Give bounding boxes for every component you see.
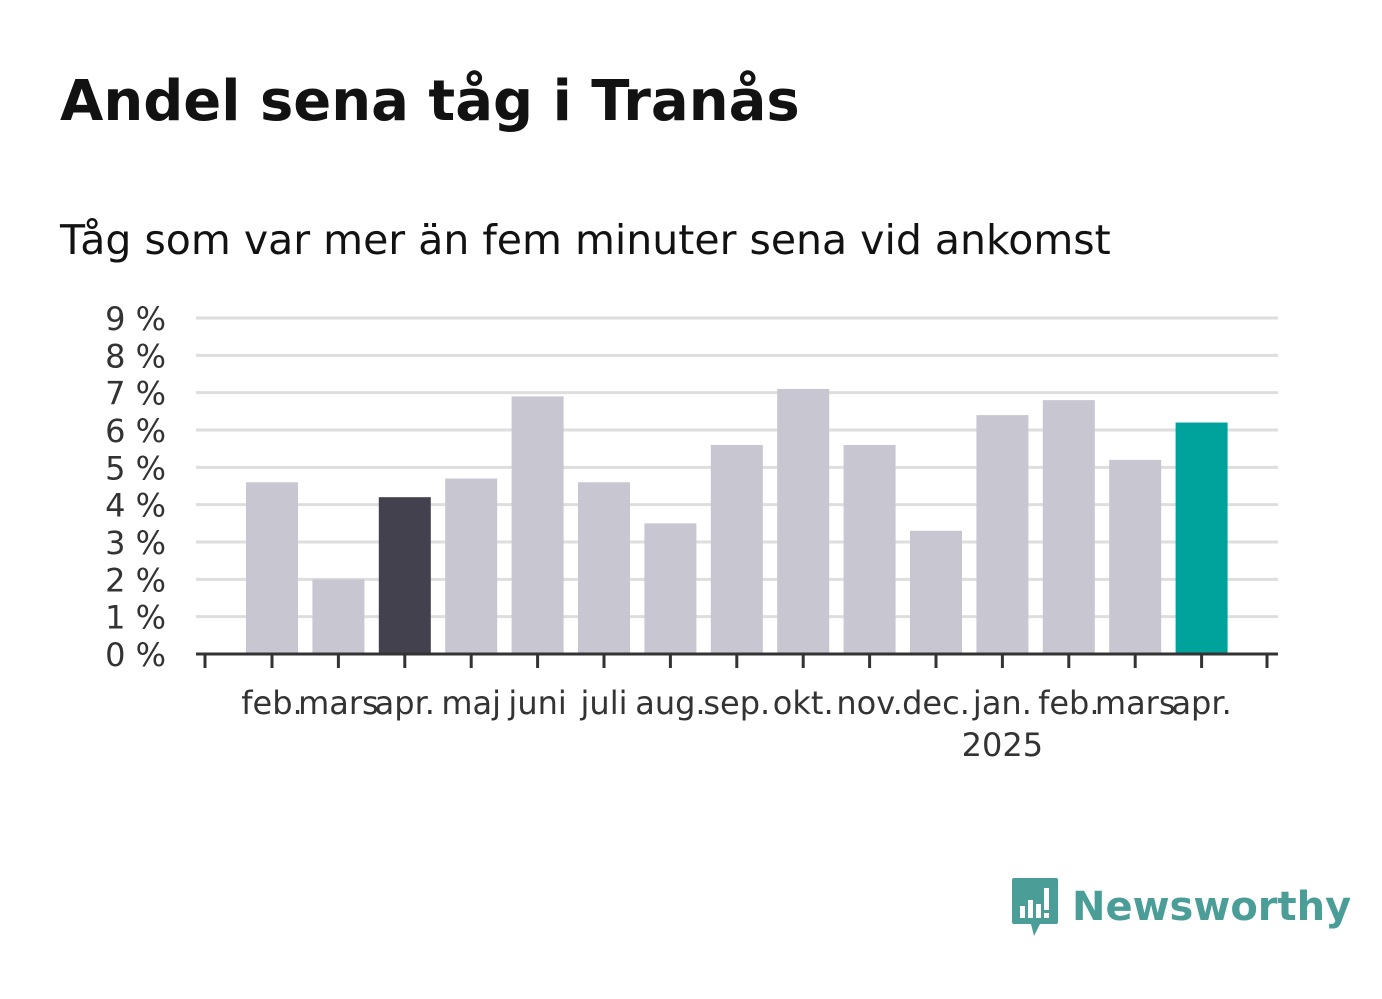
- x-tick-label: nov.: [836, 684, 902, 722]
- x-tick-label: feb.: [1038, 684, 1099, 722]
- bar-5: [511, 396, 564, 654]
- bar-8: [710, 444, 763, 654]
- y-axis-tick-labels: 0 %1 %2 %3 %4 %5 %6 %7 %8 %9 %: [105, 300, 166, 674]
- x-tick-label: aug.: [635, 684, 705, 722]
- bars: [246, 388, 1228, 654]
- x-tick-label: okt.: [773, 684, 834, 722]
- x-axis: [196, 652, 1278, 668]
- y-tick-label: 7 %: [105, 375, 166, 413]
- y-tick-label: 0 %: [105, 636, 166, 674]
- bar-4: [445, 478, 498, 654]
- bar-13: [1042, 400, 1095, 654]
- x-tick-label: dec.: [902, 684, 970, 722]
- x-tick-label: apr.: [375, 684, 435, 722]
- brand-logo: Newsworthy: [1010, 876, 1351, 938]
- x-tick-label: mars: [1095, 684, 1176, 722]
- x-tick-label: apr.: [1171, 684, 1231, 722]
- x-tick-label: jan.: [972, 684, 1032, 722]
- bar-14: [1109, 459, 1162, 654]
- brand-name: Newsworthy: [1072, 884, 1352, 930]
- bar-6: [578, 482, 630, 654]
- bar-3: [378, 497, 431, 654]
- y-tick-label: 8 %: [105, 337, 166, 375]
- bar-15: [1175, 422, 1228, 654]
- x-tick-label: maj: [441, 684, 501, 722]
- y-tick-label: 6 %: [105, 412, 166, 450]
- y-tick-label: 9 %: [105, 300, 166, 338]
- chart-subtitle: Tåg som var mer än fem minuter sena vid …: [60, 216, 1111, 264]
- bar-12: [976, 415, 1029, 654]
- y-tick-label: 5 %: [105, 449, 166, 487]
- bar-7: [644, 523, 697, 654]
- y-tick-label: 4 %: [105, 487, 166, 525]
- bar-1: [246, 482, 298, 654]
- newsworthy-logo-icon: [1012, 878, 1058, 936]
- y-tick-label: 1 %: [105, 599, 166, 637]
- x-tick-label: juli: [580, 684, 628, 722]
- x-tick-label: sep.: [703, 684, 770, 722]
- x-tick-label: feb.: [241, 684, 302, 722]
- y-tick-label: 2 %: [105, 561, 166, 599]
- x-tick-label: mars: [298, 684, 379, 722]
- bar-2: [312, 579, 365, 654]
- bar-11: [910, 530, 962, 654]
- year-label: 2025: [962, 726, 1043, 764]
- y-tick-label: 3 %: [105, 524, 166, 562]
- chart-title: Andel sena tåg i Tranås: [60, 69, 800, 134]
- bar-10: [843, 444, 896, 654]
- x-tick-label: juni: [507, 684, 566, 722]
- bar-9: [777, 388, 830, 654]
